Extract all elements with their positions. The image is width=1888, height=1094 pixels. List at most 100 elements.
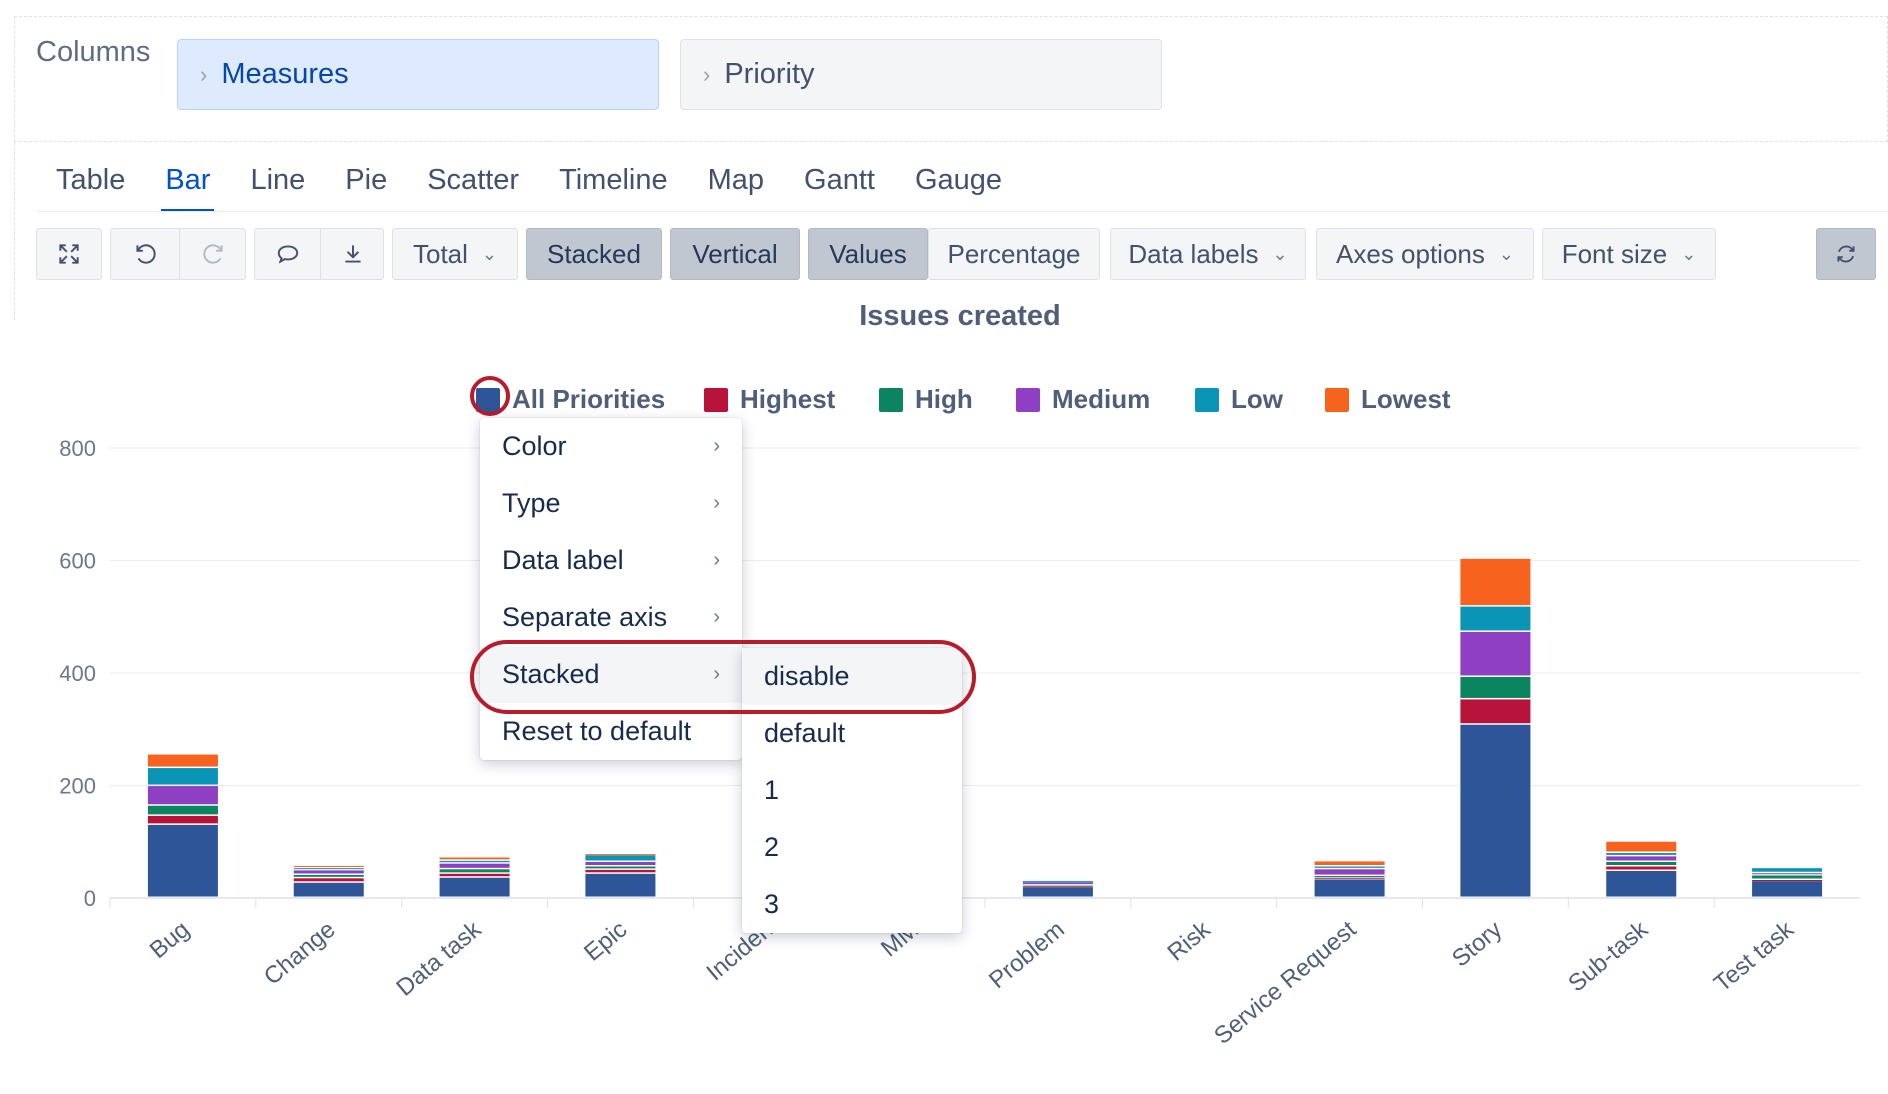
tab-timeline[interactable]: Timeline [559,164,668,196]
legend-swatch [1195,387,1219,412]
bar-segment [1314,861,1385,865]
bar-segment [147,815,218,824]
tab-pie[interactable]: Pie [345,164,388,196]
comment-icon [277,245,298,264]
menu-item-stacked[interactable]: Stacked › [480,646,742,703]
bar-segment [585,862,656,865]
data-labels-dropdown[interactable]: Data labels ⌄ [1110,228,1306,280]
submenu-item-disable[interactable]: disable [742,648,962,705]
stacked-toggle[interactable]: Stacked [526,228,662,280]
bar-segment [1752,880,1823,881]
bar-segment [147,786,218,805]
bar-segment [147,805,218,815]
menu-item-label: Type [502,488,561,518]
bar-segment [147,754,218,767]
bar-segment [1314,879,1385,897]
bar-segment [585,855,656,861]
fullscreen-button[interactable] [36,228,102,280]
priority-pill-label: Priority [724,58,815,90]
bar-segment [147,824,218,897]
values-toggle[interactable]: Values [808,228,928,280]
y-tick-label: 600 [59,549,96,574]
tab-bar[interactable]: Bar [145,160,230,212]
vertical-toggle[interactable]: Vertical [670,228,800,280]
bar-segment [293,878,364,882]
menu-item-label: Color [502,431,567,461]
tab-scatter[interactable]: Scatter [427,164,520,196]
bar-segment [1460,606,1531,631]
undo-button[interactable] [111,229,179,279]
legend-label: High [915,384,973,414]
tab-line[interactable]: Line [250,164,306,196]
bar-segment [147,768,218,785]
comment-button[interactable] [255,229,320,279]
bar-segment [1460,558,1531,606]
chevron-right-icon: › [713,549,720,571]
bar-segment [439,863,510,868]
divider [179,229,180,279]
bar-segment [439,873,510,877]
refresh-icon [1837,245,1855,263]
bar-segment [293,868,364,870]
bar-segment [439,857,510,860]
submenu-item-default[interactable]: default [764,718,846,748]
bar-segment [1460,631,1531,676]
font-size-dropdown[interactable]: Font size ⌄ [1542,228,1716,280]
bar-segment [293,874,364,877]
download-icon [345,245,361,263]
priority-pill[interactable]: › Priority [680,39,1162,110]
chevron-down-icon: ⌄ [1498,243,1514,264]
percentage-toggle[interactable]: Percentage [928,228,1100,280]
menu-item-color[interactable]: Color › [480,418,742,475]
menu-item-separate-axis[interactable]: Separate axis › [480,589,742,646]
menu-item-type[interactable]: Type › [480,475,742,532]
bar-segment [293,865,364,867]
bar-segment [585,866,656,869]
download-button[interactable] [321,229,385,279]
fullscreen-icon [59,244,79,264]
menu-item-label: Stacked [502,659,600,689]
legend-item-medium[interactable]: Medium [1016,384,1150,415]
submenu-item-3[interactable]: 3 [764,889,780,919]
bar-segment [439,860,510,863]
refresh-button[interactable] [1816,228,1876,280]
submenu-item-2[interactable]: 2 [764,832,780,862]
bar-segment [1752,873,1823,875]
chart-toolbar: Total ⌄ Stacked Vertical Values Percenta… [0,228,1888,280]
menu-item-data-label[interactable]: Data label › [480,532,742,589]
tab-gauge[interactable]: Gauge [914,164,1003,196]
redo-button[interactable] [180,229,247,279]
total-dropdown-label: Total [412,238,468,269]
x-tick-label: Bug [145,916,195,964]
menu-item-label: Reset to default [502,716,692,746]
axes-options-dropdown[interactable]: Axes options ⌄ [1316,228,1534,280]
measures-pill[interactable]: › Measures [177,39,659,110]
tab-gantt[interactable]: Gantt [804,164,875,196]
bar-segment [1606,841,1677,852]
x-tick-label: Epic [579,916,632,967]
bar-segment [585,873,656,897]
tabs-divider [36,211,1888,212]
y-tick-label: 800 [59,436,96,461]
bar-segment [1314,866,1385,868]
x-tick-label: Data task [391,915,487,1001]
highlight-ring [470,376,510,416]
total-dropdown[interactable]: Total ⌄ [392,228,518,280]
legend-item-high[interactable]: High [879,384,973,415]
menu-item-reset-to-default[interactable]: Reset to default [480,703,742,760]
chart-title: Issues created [859,300,1061,332]
tab-map[interactable]: Map [707,164,765,196]
bar-segment [1752,868,1823,872]
legend-label: Low [1231,384,1283,414]
chevron-right-icon: › [713,435,720,457]
legend-item-highest[interactable]: Highest [704,384,835,415]
bar-segment [1752,881,1823,897]
y-tick-label: 0 [84,886,96,911]
tab-table[interactable]: Table [56,164,126,196]
legend-item-low[interactable]: Low [1195,384,1283,415]
chevron-right-icon: › [703,61,711,87]
legend-item-all-priorities[interactable]: All Priorities [476,384,665,415]
legend-label: Lowest [1361,384,1451,414]
legend-item-lowest[interactable]: Lowest [1325,384,1451,415]
submenu-item-1[interactable]: 1 [764,775,780,805]
